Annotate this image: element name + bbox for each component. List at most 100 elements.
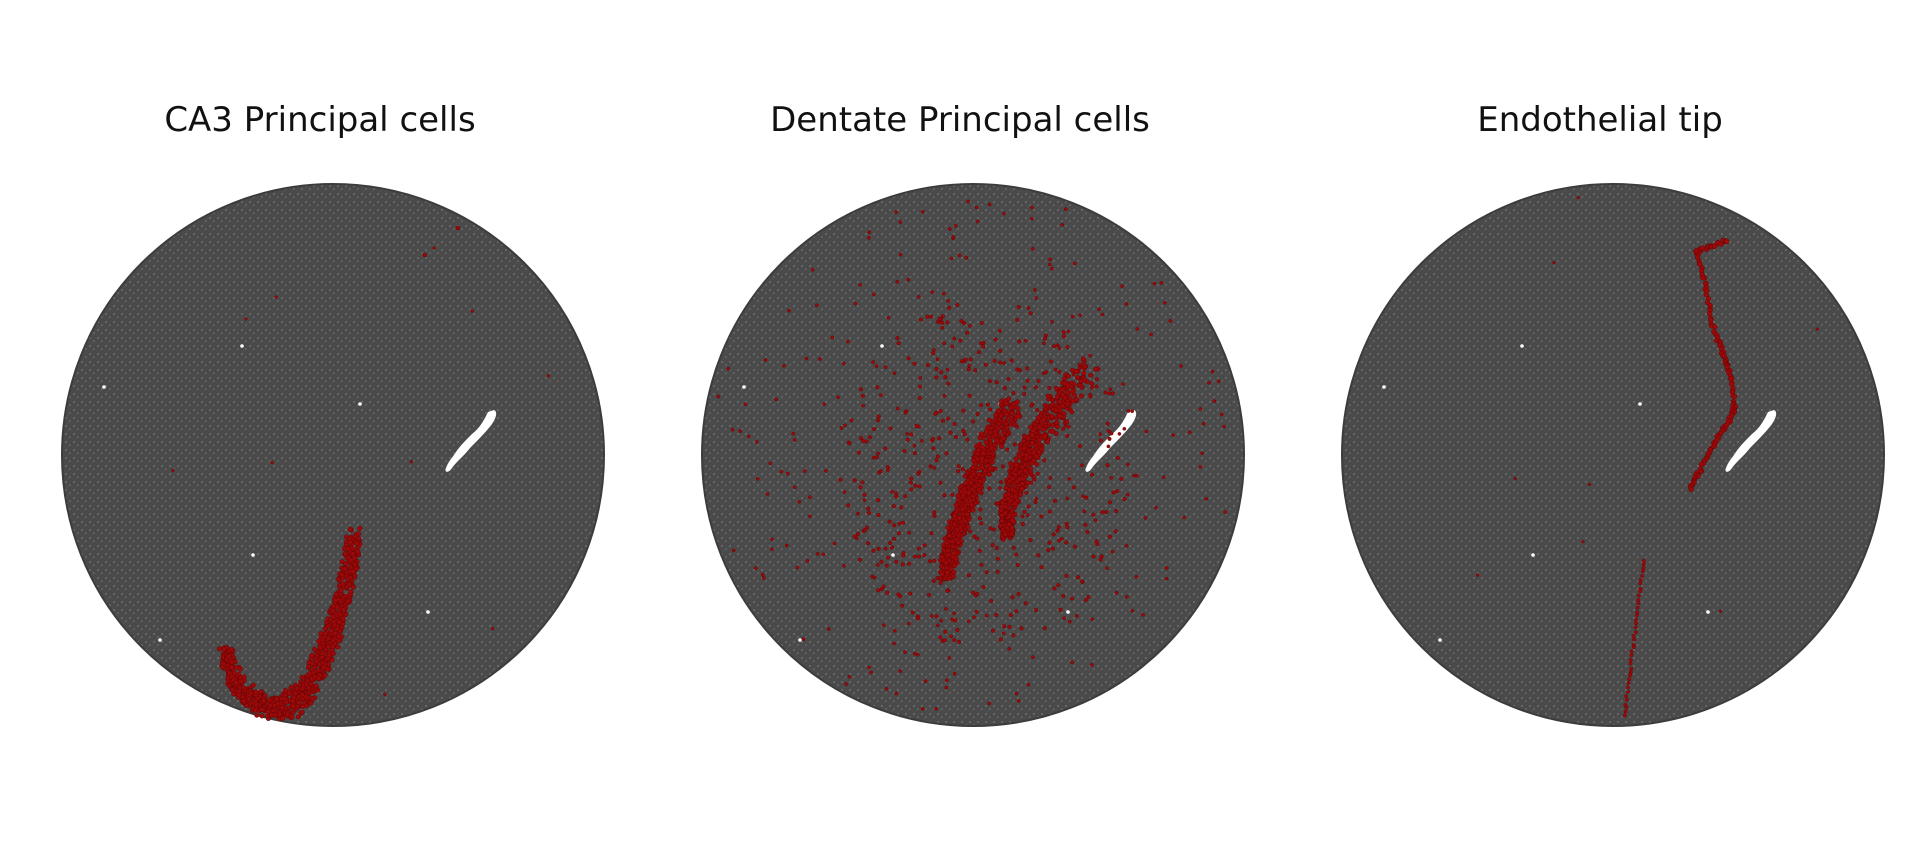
ca3-cell: [350, 584, 356, 590]
ca3-cell: [285, 711, 291, 717]
dentate-cell-diffuse: [948, 430, 953, 435]
dentate-cell: [960, 506, 966, 512]
dentate-cell-sparse: [947, 656, 952, 660]
endothelial-cell: [1703, 292, 1709, 298]
dentate-cell-sparse: [952, 336, 957, 341]
dentate-cell-diffuse: [974, 609, 979, 614]
dentate-cell-diffuse: [1000, 534, 1005, 539]
dentate-cell-diffuse: [917, 396, 922, 401]
dentate-cell-diffuse: [910, 610, 915, 615]
dentate-cell-sparse: [856, 511, 860, 516]
dentate-cell-diffuse: [1042, 626, 1047, 631]
dentate-cell-diffuse: [1035, 435, 1040, 440]
ca3-cell: [352, 573, 358, 579]
dentate-cell-sparse: [1031, 247, 1035, 251]
dentate-cell-sparse: [782, 363, 786, 368]
dentate-cell-sparse: [1034, 496, 1039, 501]
dentate-cell-sparse: [1088, 353, 1093, 358]
dentate-cell-sparse: [1066, 329, 1071, 334]
ca3-cell: [299, 686, 305, 692]
tissue-voids: [1382, 344, 1777, 642]
dentate-cell-diffuse: [1014, 609, 1019, 614]
dentate-cell-sparse: [1198, 407, 1203, 411]
endothelial-cell: [1634, 621, 1638, 626]
dentate-cell-diffuse: [1109, 431, 1114, 436]
endothelial-cell: [1635, 605, 1640, 610]
dentate-cell-diffuse: [864, 525, 869, 530]
dentate-cell-diffuse: [917, 484, 922, 489]
dentate-cell: [1034, 461, 1040, 467]
dentate-cell-sparse: [784, 543, 789, 548]
dentate-cell-sparse: [869, 670, 873, 675]
dentate-cell-diffuse: [894, 494, 899, 499]
dentate-cell: [1005, 496, 1011, 502]
dentate-cell-diffuse: [1080, 579, 1085, 584]
highlighted-cells: [171, 225, 550, 722]
dentate-cell-sparse: [950, 344, 955, 349]
ca3-cell: [350, 551, 356, 557]
dentate-cell-diffuse: [1050, 546, 1055, 551]
dentate-cell-diffuse: [909, 476, 914, 481]
ca3-cell: [253, 689, 259, 695]
dentate-cell-sparse: [1078, 313, 1082, 318]
dentate-cell-sparse: [801, 637, 806, 642]
dentate-cell-sparse: [785, 471, 790, 476]
dentate-cell: [950, 544, 956, 550]
dentate-cell-sparse: [1097, 307, 1101, 312]
dentate-cell-sparse: [844, 682, 848, 686]
dentate-cell-sparse: [892, 371, 897, 376]
dentate-cell-sparse: [1124, 302, 1129, 306]
ca3-cell: [356, 531, 362, 537]
dentate-cell: [1023, 452, 1029, 458]
dentate-cell-diffuse: [1016, 592, 1021, 597]
dentate-cell-sparse: [1090, 617, 1095, 621]
dentate-cell-diffuse: [962, 432, 967, 437]
dentate-cell-diffuse: [950, 492, 955, 497]
ca3-cell: [335, 644, 341, 650]
dentate-cell-diffuse: [846, 503, 851, 508]
dentate-cell-sparse: [1062, 616, 1067, 621]
dentate-cell-diffuse: [879, 559, 884, 564]
dentate-cell-sparse: [966, 619, 971, 624]
dentate-cell-diffuse: [978, 516, 983, 521]
dentate-cell-sparse: [957, 253, 962, 258]
dentate-cell-diffuse: [938, 480, 943, 485]
dentate-cell-diffuse: [884, 563, 889, 568]
dentate-cell-sparse: [1016, 699, 1021, 703]
dentate-cell-sparse: [898, 220, 903, 224]
dentate-cell-diffuse: [899, 505, 904, 510]
dentate-cell-sparse: [1143, 516, 1148, 520]
endothelial-cell-sparse: [1552, 261, 1556, 265]
dentate-cell-diffuse: [1077, 366, 1082, 371]
dentate-cell-sparse: [935, 357, 940, 362]
endothelial-cell: [1626, 681, 1631, 685]
dentate-cell: [945, 547, 951, 553]
dentate-cell-sparse: [874, 364, 879, 368]
dentate-cell-diffuse: [1065, 433, 1070, 438]
dentate-cell-diffuse: [998, 348, 1003, 353]
dentate-cell-sparse: [1070, 660, 1074, 665]
dentate-cell-diffuse: [876, 513, 881, 518]
ca3-cell-sparse: [432, 246, 436, 250]
dentate-cell-sparse: [929, 614, 934, 618]
dentate-cell-sparse: [1050, 266, 1054, 271]
ca3-cell: [283, 700, 289, 706]
endothelial-cell: [1624, 694, 1629, 699]
ca3-cell: [317, 645, 323, 651]
dentate-cell: [1081, 356, 1087, 362]
dentate-cell-diffuse: [1098, 557, 1103, 562]
dentate-cell-diffuse: [931, 436, 936, 441]
dentate-cell-diffuse: [1028, 451, 1033, 456]
dentate-cell: [1002, 492, 1008, 498]
dentate-cell: [998, 523, 1004, 529]
ca3-cell: [336, 619, 342, 625]
endothelial-cell: [1635, 613, 1639, 618]
endothelial-cell: [1641, 562, 1646, 567]
dentate-cell-sparse: [1065, 496, 1070, 501]
dentate-cell-diffuse: [960, 467, 965, 472]
dentate-cell-diffuse: [925, 314, 930, 319]
dentate-cell-diffuse: [959, 359, 964, 364]
dentate-cell-diffuse: [994, 612, 999, 617]
ca3-cell: [328, 628, 334, 634]
dentate-cell-sparse: [912, 443, 917, 448]
